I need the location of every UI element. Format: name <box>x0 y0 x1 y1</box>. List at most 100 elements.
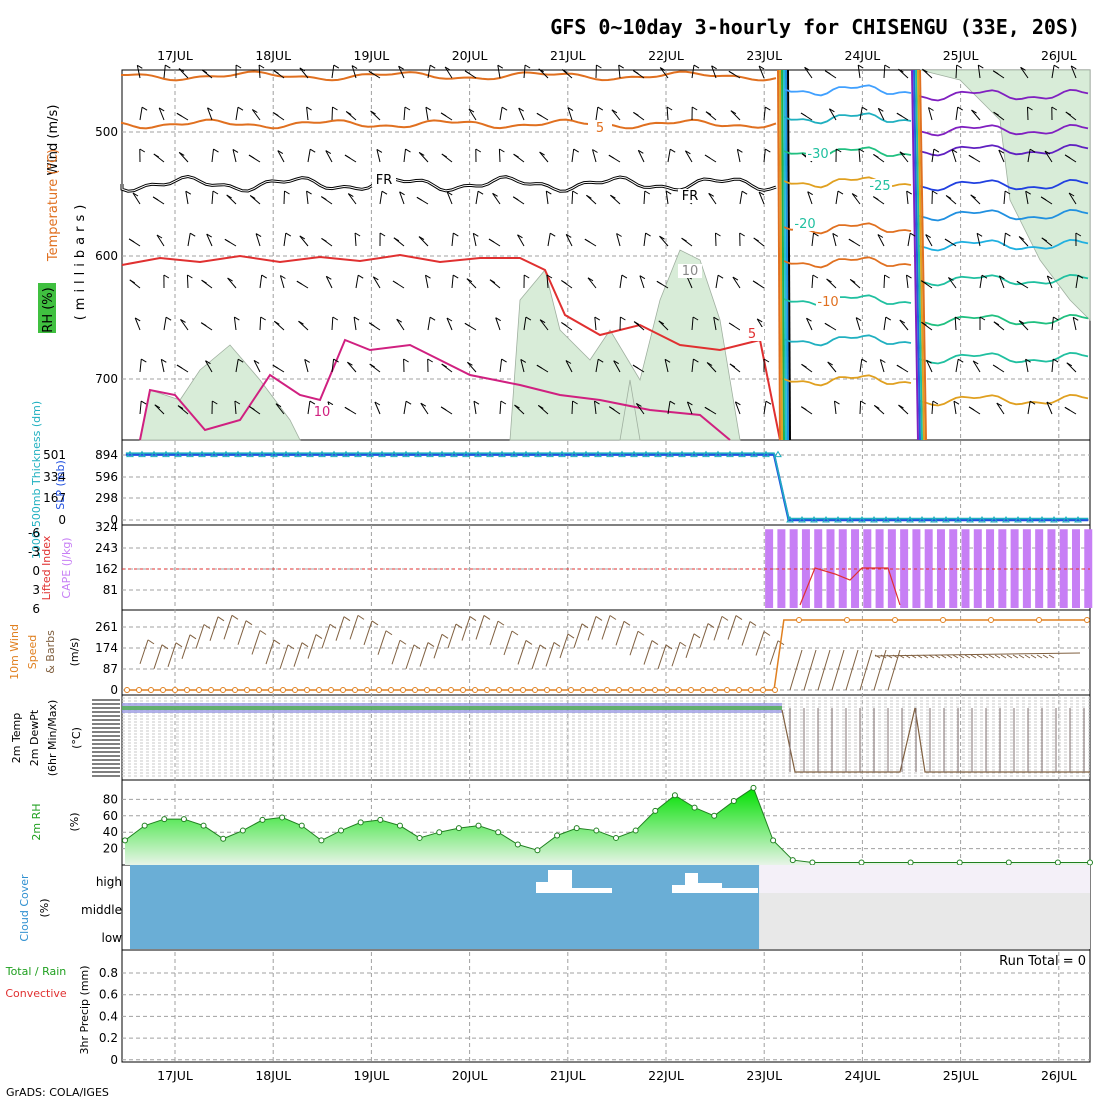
wind-barb <box>235 359 239 373</box>
wind-barb <box>307 401 311 415</box>
temperature-contours <box>120 69 1089 441</box>
wind10m-barbs <box>139 614 1081 691</box>
isotherm-line <box>784 294 912 307</box>
wind-barb-flag <box>758 191 765 196</box>
wind-barb <box>1051 317 1054 331</box>
wind-barb <box>883 274 886 289</box>
wind-barb <box>951 149 957 163</box>
wind-barb-flag <box>161 358 167 363</box>
wind-barb-flag <box>638 149 644 154</box>
wind10m-barb <box>405 644 415 670</box>
wind10m-marker <box>496 687 502 693</box>
wind-barb-flag <box>403 358 409 363</box>
wind-barb <box>691 359 694 373</box>
contour-label-bg <box>310 405 334 419</box>
wind-barb <box>763 401 767 415</box>
thickness-marker <box>318 450 326 458</box>
thickness-marker <box>678 450 686 458</box>
wind-barb-flag <box>1064 406 1071 411</box>
dewpoint-band <box>122 706 782 710</box>
wind-barb <box>970 194 981 205</box>
wind-barb-flag <box>878 107 884 112</box>
wind-barb <box>275 403 285 415</box>
wind-barb <box>136 65 141 79</box>
wind-barb-flag <box>861 106 868 111</box>
wind-barb-flag <box>979 316 986 321</box>
rh2m-marker <box>357 819 364 826</box>
wind-barb-flag <box>353 316 360 321</box>
wind10m-barb <box>223 615 233 640</box>
wind-barb-flag <box>922 68 928 73</box>
transition-line <box>917 69 925 441</box>
wind-barb-flag <box>207 107 213 112</box>
rh2m-marker <box>455 825 462 832</box>
bottom-date-label: 25JUL <box>943 1068 979 1083</box>
rh2m-marker <box>279 814 286 821</box>
thickness-marker <box>126 450 134 458</box>
wind10m-barb-flag <box>441 633 449 639</box>
wind-barb-flag <box>665 190 672 195</box>
wind-barb-flag <box>561 280 567 284</box>
thickness-marker <box>954 516 962 523</box>
wind10m-marker <box>196 687 202 693</box>
isotherm-line <box>784 176 912 189</box>
wind-barb-flag <box>848 238 855 243</box>
transition-line <box>777 69 781 441</box>
wind-barb-flag <box>477 190 484 195</box>
wind-barb-flag <box>739 232 745 237</box>
wind-barb <box>1044 150 1053 163</box>
wind-barb <box>907 233 911 247</box>
wind-barb-flag <box>877 234 884 238</box>
wind-barb <box>835 191 839 205</box>
wind10m-barb <box>461 616 471 641</box>
isotherm-line <box>784 334 912 347</box>
wind-barb <box>351 65 357 79</box>
wind-barb-flag <box>921 280 927 285</box>
wind-barb <box>804 67 813 79</box>
pressure-tick: 500 <box>95 125 118 139</box>
cape-bar <box>998 529 1007 608</box>
wind-barb-flag <box>514 404 520 409</box>
wind-barb-flag <box>495 317 501 322</box>
wind-barb-flag <box>1040 196 1047 201</box>
wind-barb-flag <box>501 358 507 363</box>
wind10m-barb <box>727 615 737 640</box>
wind-barb <box>517 234 525 247</box>
isotherm-line <box>919 143 1089 157</box>
pressure-tick: 700 <box>95 372 118 386</box>
wind-barb-flag <box>368 322 375 327</box>
wind-barb-flag <box>1029 400 1036 405</box>
wind-barb-flag <box>176 112 183 117</box>
wind10m-barb-flag <box>301 642 309 648</box>
wind-barb <box>1066 362 1077 373</box>
rh2m-marker <box>652 807 659 814</box>
wind-barb-flag <box>857 64 864 69</box>
thickness-marker <box>474 450 482 458</box>
rh2m-marker <box>573 825 580 832</box>
wind-barb-flag <box>325 150 332 155</box>
wind-barb-flag <box>464 70 471 75</box>
wind-barb-flag <box>154 404 161 409</box>
wind10m-barb <box>741 621 751 646</box>
thickness-marker <box>942 516 950 523</box>
thickness-marker <box>378 450 386 458</box>
transition-line <box>787 69 791 441</box>
wind-barb-flag <box>954 316 961 321</box>
contour-label: FR <box>376 173 393 188</box>
wind-barb-flag <box>861 358 868 363</box>
wind-barb-flag <box>272 364 279 369</box>
wind-barb <box>859 400 862 415</box>
panel-frame <box>121 949 1091 1063</box>
wind-barb-flag <box>567 107 574 112</box>
thickness-marker <box>258 450 266 458</box>
wind-barb-flag <box>178 68 185 73</box>
wind-barb <box>425 107 429 121</box>
rh2m-marker <box>750 784 757 791</box>
wind-barb <box>374 401 381 415</box>
precip-label-a: Total / Rain <box>5 965 67 978</box>
wind-barb-flag <box>1046 401 1053 406</box>
wind-barb-flag <box>212 190 219 195</box>
wind-barb-flag <box>444 66 451 71</box>
wind-barb-flag <box>800 112 807 117</box>
